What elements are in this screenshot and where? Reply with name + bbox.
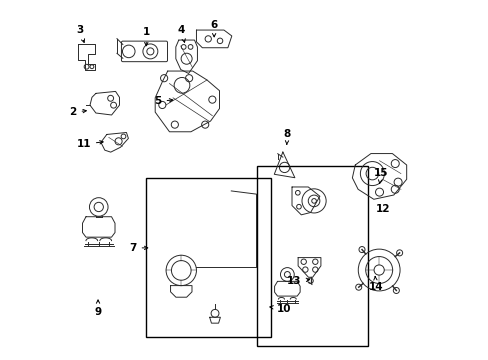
Text: 13: 13 bbox=[286, 276, 309, 286]
Text: 1: 1 bbox=[142, 27, 150, 46]
Text: 9: 9 bbox=[94, 300, 102, 317]
Text: 4: 4 bbox=[177, 25, 185, 42]
Text: 2: 2 bbox=[69, 107, 86, 117]
Text: 7: 7 bbox=[129, 243, 147, 253]
Text: 14: 14 bbox=[368, 276, 383, 292]
Text: 15: 15 bbox=[373, 168, 387, 184]
Bar bbox=[146, 178, 271, 337]
Text: 3: 3 bbox=[76, 25, 84, 42]
Text: 11: 11 bbox=[76, 139, 103, 149]
Text: 10: 10 bbox=[269, 303, 290, 314]
Text: 5: 5 bbox=[154, 96, 172, 107]
Text: 8: 8 bbox=[283, 129, 290, 144]
Bar bbox=[257, 166, 367, 346]
Text: 6: 6 bbox=[210, 19, 217, 37]
Text: 12: 12 bbox=[375, 203, 389, 213]
